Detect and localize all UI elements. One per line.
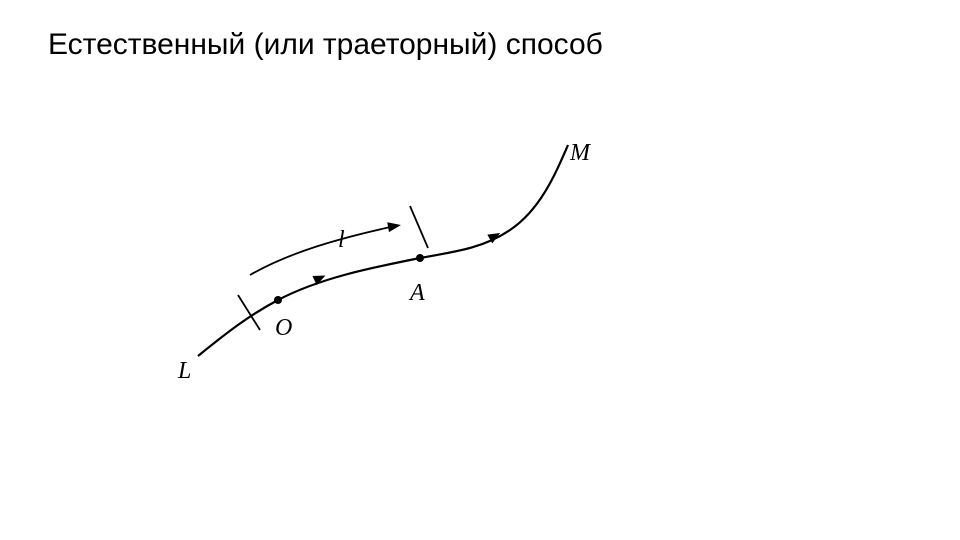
point-A	[416, 254, 424, 262]
label-l: l	[338, 227, 345, 254]
arc-end-arrow	[387, 220, 402, 232]
page-title: Естественный (или траеторный) способ	[48, 28, 603, 62]
label-M: M	[570, 140, 590, 167]
point-O	[274, 296, 282, 304]
diagram-svg	[170, 120, 600, 400]
label-A: A	[410, 280, 425, 307]
trajectory-diagram: L O l A M	[170, 120, 600, 400]
tick-end	[410, 206, 428, 248]
main-trajectory-curve	[198, 145, 568, 356]
label-L: L	[178, 358, 191, 385]
label-O: O	[275, 315, 292, 342]
